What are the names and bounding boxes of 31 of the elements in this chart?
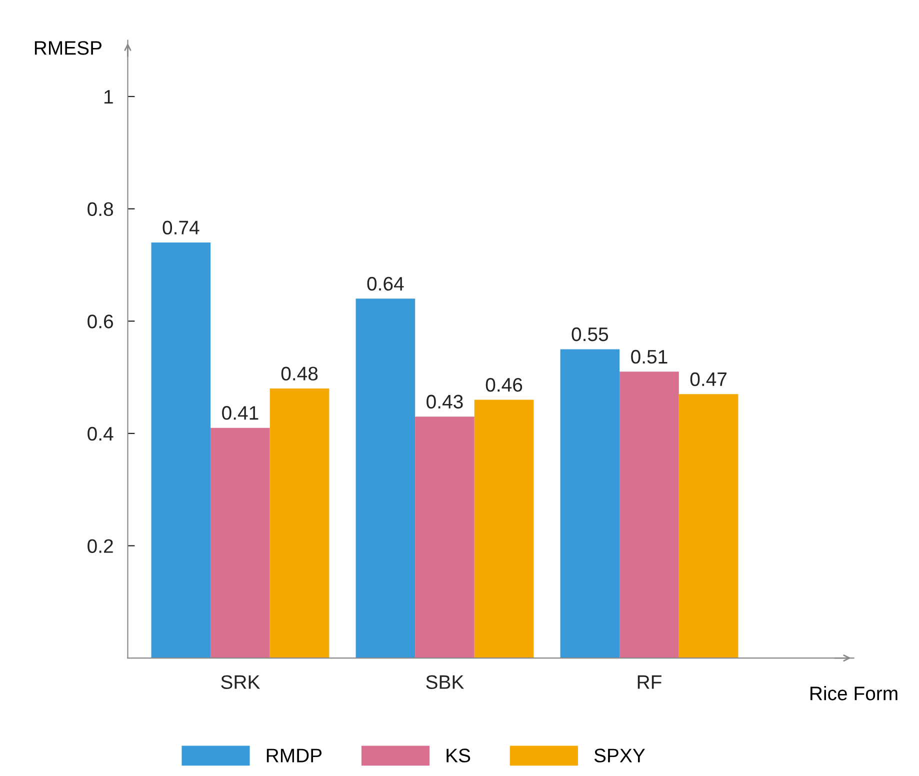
bar: [560, 349, 620, 658]
y-axis-title: RMESP: [34, 41, 102, 55]
data-label: 0.46: [486, 378, 522, 392]
y-tick-label: 1: [104, 90, 113, 104]
data-label: 0.47: [690, 372, 726, 386]
data-label: 0.48: [281, 366, 318, 380]
bar: [474, 400, 534, 658]
data-label: 0.43: [426, 394, 463, 409]
x-tick-label: SBK: [426, 675, 464, 689]
x-tick-label: RF: [638, 675, 662, 689]
legend-label: SPXY: [594, 748, 645, 762]
data-label: 0.51: [631, 350, 668, 364]
bar: [151, 242, 211, 658]
legend-label: RMDP: [266, 748, 322, 762]
x-tick-label: SRK: [221, 675, 260, 689]
bar: [270, 388, 330, 658]
y-tick-label: 0.8: [88, 202, 114, 216]
data-label: 0.41: [222, 406, 258, 420]
x-axis-title: Rice Form: [810, 686, 898, 700]
bar: [678, 394, 738, 658]
data-label: 0.74: [162, 220, 200, 234]
legend-label: KS: [446, 748, 470, 762]
bar: [415, 416, 474, 658]
y-tick-label: 0.6: [88, 314, 113, 328]
y-tick-label: 0.4: [88, 426, 114, 441]
y-tick-label: 0.2: [88, 539, 113, 553]
data-label: 0.55: [572, 327, 608, 342]
bar: [210, 428, 270, 658]
bar: [356, 298, 416, 658]
data-label: 0.64: [367, 276, 404, 291]
bar: [620, 372, 679, 658]
